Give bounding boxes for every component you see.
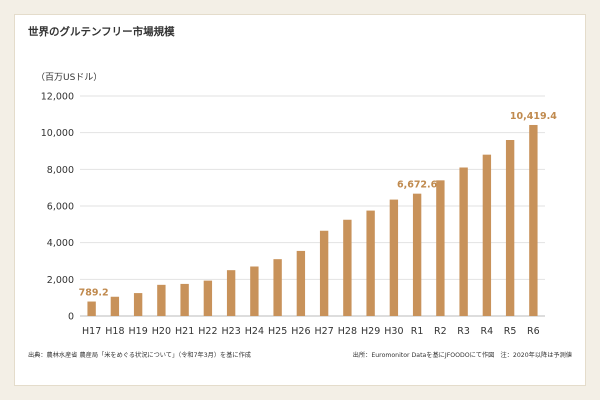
bar-R2	[436, 180, 445, 316]
y-tick-label: 2,000	[47, 275, 74, 286]
data-label: 6,672.6	[397, 180, 438, 191]
bar-R5	[505, 140, 515, 316]
y-tick-label: 0	[68, 312, 74, 323]
x-tick-label: R3	[457, 326, 470, 337]
x-tick-label: H26	[291, 326, 310, 337]
bar-H18	[110, 296, 120, 316]
x-tick-label: H28	[338, 326, 357, 337]
x-tick-label: H29	[361, 326, 380, 337]
bar-H30	[389, 199, 399, 316]
y-tick-label: 8,000	[47, 165, 74, 176]
y-tick-label: 10,000	[41, 128, 74, 139]
bar-R6	[529, 124, 538, 317]
bar-R4	[482, 154, 492, 316]
x-tick-label: R5	[504, 326, 517, 337]
x-tick-label: H22	[198, 326, 217, 337]
chart-title: 世界のグルテンフリー市場規模	[28, 26, 175, 38]
data-label: 789.2	[79, 288, 109, 299]
y-tick-label: 4,000	[47, 238, 74, 249]
x-tick-label: H23	[222, 326, 241, 337]
bar-H24	[250, 266, 259, 316]
x-tick-label: H20	[152, 326, 171, 337]
bar-H28	[343, 219, 352, 316]
bar-H23	[226, 270, 236, 316]
y-axis-unit-label: （百万USドル）	[36, 72, 102, 83]
bar-H29	[366, 210, 375, 316]
x-tick-label: R1	[411, 326, 424, 337]
x-tick-label: H27	[315, 326, 334, 337]
source-note-left: 出典：農林水産省 農産局「米をめぐる状況について」（令和7年3月）を基に作成	[28, 352, 251, 359]
x-tick-label: H18	[105, 326, 124, 337]
bar-R1	[412, 193, 422, 316]
y-tick-label: 6,000	[47, 202, 74, 213]
y-tick-label: 12,000	[41, 92, 74, 103]
bar-H22	[203, 280, 213, 316]
x-tick-label: H25	[268, 326, 287, 337]
bar-H26	[296, 250, 306, 316]
x-tick-label: R2	[434, 326, 447, 337]
x-tick-label: H30	[384, 326, 403, 337]
x-tick-label: R4	[481, 326, 494, 337]
bar-H19	[133, 293, 143, 316]
bar-H25	[273, 259, 282, 316]
x-tick-label: H24	[245, 326, 264, 337]
bar-H21	[180, 283, 189, 316]
bar-H20	[157, 284, 166, 316]
x-tick-label: H19	[129, 326, 148, 337]
source-note-right: 出所：Euromonitor Dataを基にJFOODOにて作図 注：2020年…	[352, 352, 572, 359]
x-tick-label: H17	[82, 326, 101, 337]
bar-H27	[319, 230, 329, 316]
bar-R3	[459, 167, 468, 316]
bar-H17	[87, 301, 96, 316]
data-label: 10,419.4	[510, 111, 557, 122]
x-tick-label: R6	[527, 326, 540, 337]
x-tick-label: H21	[175, 326, 194, 337]
